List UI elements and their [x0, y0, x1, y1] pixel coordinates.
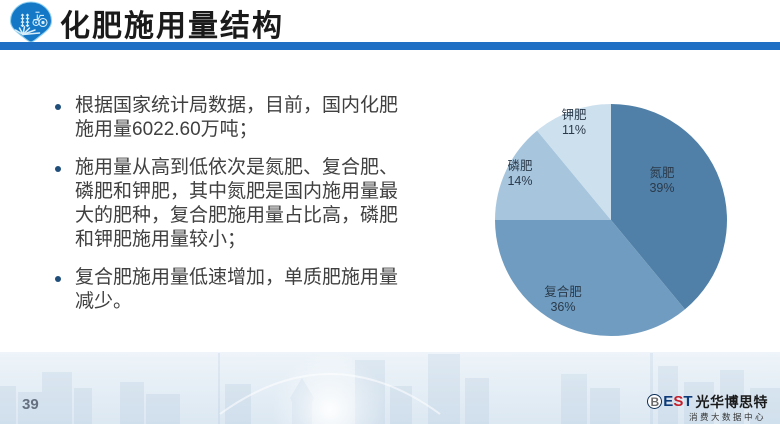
svg-text:磷肥: 磷肥 [507, 158, 533, 173]
svg-text:14%: 14% [507, 174, 532, 188]
svg-text:39%: 39% [649, 181, 674, 195]
svg-text:氮肥: 氮肥 [649, 165, 675, 180]
svg-text:钾肥: 钾肥 [561, 108, 587, 122]
svg-text:36%: 36% [550, 300, 575, 314]
svg-text:复合肥: 复合肥 [544, 284, 582, 299]
svg-text:11%: 11% [562, 123, 586, 137]
